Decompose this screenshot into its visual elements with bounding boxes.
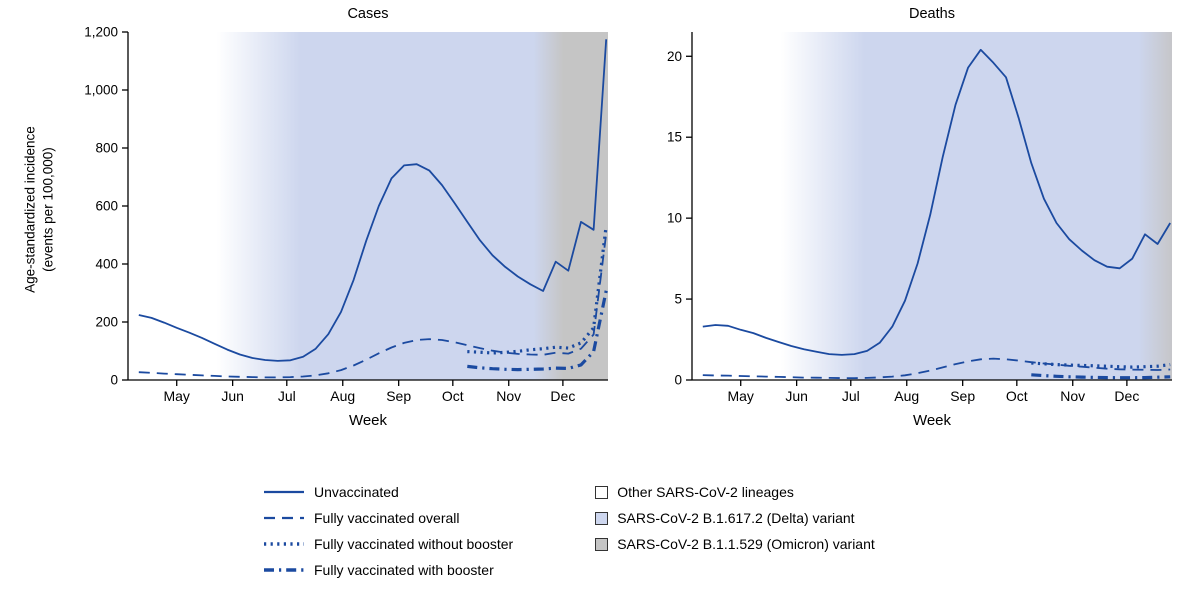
legend-item-fully-vaccinated-overall: Fully vaccinated overall (263, 505, 513, 531)
legend-item-other-lineages: Other SARS-CoV-2 lineages (595, 479, 875, 505)
delta-variant-swatch-icon (595, 511, 609, 525)
legend-label: Other SARS-CoV-2 lineages (617, 484, 794, 500)
svg-text:Nov: Nov (496, 388, 521, 404)
svg-text:Oct: Oct (1006, 388, 1028, 404)
panels: Cases 0 200 400 600 800 1,000 1,200 May Jun Jul Au… (68, 6, 1178, 429)
legend-item-delta-variant: SARS-CoV-2 B.1.617.2 (Delta) variant (595, 505, 875, 531)
svg-text:Aug: Aug (894, 388, 919, 404)
svg-text:Nov: Nov (1060, 388, 1085, 404)
fully-vaccinated-with-booster-line-sample-icon (264, 568, 304, 572)
svg-text:10: 10 (667, 211, 682, 226)
svg-text:800: 800 (95, 141, 118, 156)
y-axis-title-line1: Age-standardized incidence (22, 126, 38, 293)
svg-text:Dec: Dec (550, 388, 575, 404)
legend-label: Fully vaccinated without booster (314, 536, 514, 552)
legend-item-unvaccinated: Unvaccinated (263, 479, 513, 505)
svg-text:600: 600 (95, 199, 118, 214)
legend-item-fully-vaccinated-with-booster: Fully vaccinated with booster (263, 557, 513, 583)
svg-text:Dec: Dec (1114, 388, 1139, 404)
svg-text:1,000: 1,000 (84, 83, 118, 98)
svg-text:1,200: 1,200 (84, 25, 118, 40)
svg-text:Sep: Sep (950, 388, 975, 404)
svg-text:0: 0 (110, 373, 118, 388)
svg-text:May: May (163, 388, 189, 404)
fully-vaccinated-overall-line-sample-icon (264, 516, 304, 520)
legend-variant-swatches: Other SARS-CoV-2 lineages SARS-CoV-2 B.1… (595, 479, 875, 557)
svg-text:15: 15 (667, 130, 682, 145)
legend-label: Fully vaccinated with booster (314, 562, 494, 578)
svg-text:20: 20 (667, 49, 682, 64)
svg-text:400: 400 (95, 257, 118, 272)
cases-chart: 0 200 400 600 800 1,000 1,200 May Jun Jul Aug Sep Oc… (84, 25, 608, 404)
unvaccinated-line-sample-icon (264, 490, 304, 494)
fully-vaccinated-without-booster-line-sample-icon (264, 542, 304, 546)
legend: Unvaccinated Fully vaccinated overall Fu… (263, 479, 875, 583)
legend-line-series: Unvaccinated Fully vaccinated overall Fu… (263, 479, 513, 583)
legend-label: Unvaccinated (314, 484, 399, 500)
svg-text:200: 200 (95, 315, 118, 330)
cases-panel-title: Cases (347, 6, 389, 22)
other-lineages-swatch-icon (595, 485, 609, 499)
svg-text:Jun: Jun (785, 388, 808, 404)
svg-text:May: May (727, 388, 753, 404)
svg-text:Jul: Jul (278, 388, 296, 404)
deaths-panel: Deaths 0 5 10 15 20 May Jun Jul Aug Sep Oct Nov Dec … (632, 6, 1178, 429)
legend-label: Fully vaccinated overall (314, 510, 460, 526)
legend-item-fully-vaccinated-without-booster: Fully vaccinated without booster (263, 531, 513, 557)
svg-text:Aug: Aug (330, 388, 355, 404)
cases-panel: Cases 0 200 400 600 800 1,000 1,200 May Jun Jul Au… (68, 6, 614, 429)
svg-text:Jun: Jun (221, 388, 244, 404)
svg-text:5: 5 (674, 292, 682, 307)
svg-text:Jul: Jul (842, 388, 860, 404)
svg-text:0: 0 (674, 373, 682, 388)
legend-item-omicron-variant: SARS-CoV-2 B.1.1.529 (Omicron) variant (595, 531, 875, 557)
cases-x-axis-title: Week (348, 412, 388, 429)
svg-text:Sep: Sep (386, 388, 411, 404)
legend-label: SARS-CoV-2 B.1.617.2 (Delta) variant (617, 510, 855, 526)
omicron-variant-swatch-icon (595, 537, 609, 551)
y-axis-title-line2: (events per 100,000) (40, 147, 55, 272)
svg-text:Oct: Oct (442, 388, 464, 404)
legend-label: SARS-CoV-2 B.1.1.529 (Omicron) variant (617, 536, 875, 552)
y-axis-title: Age-standardized incidence (events per 1… (21, 94, 56, 326)
deaths-x-axis-title: Week (912, 412, 952, 429)
deaths-chart: 0 5 10 15 20 May Jun Jul Aug Sep Oct Nov Dec (667, 32, 1172, 404)
deaths-panel-title: Deaths (909, 6, 955, 22)
